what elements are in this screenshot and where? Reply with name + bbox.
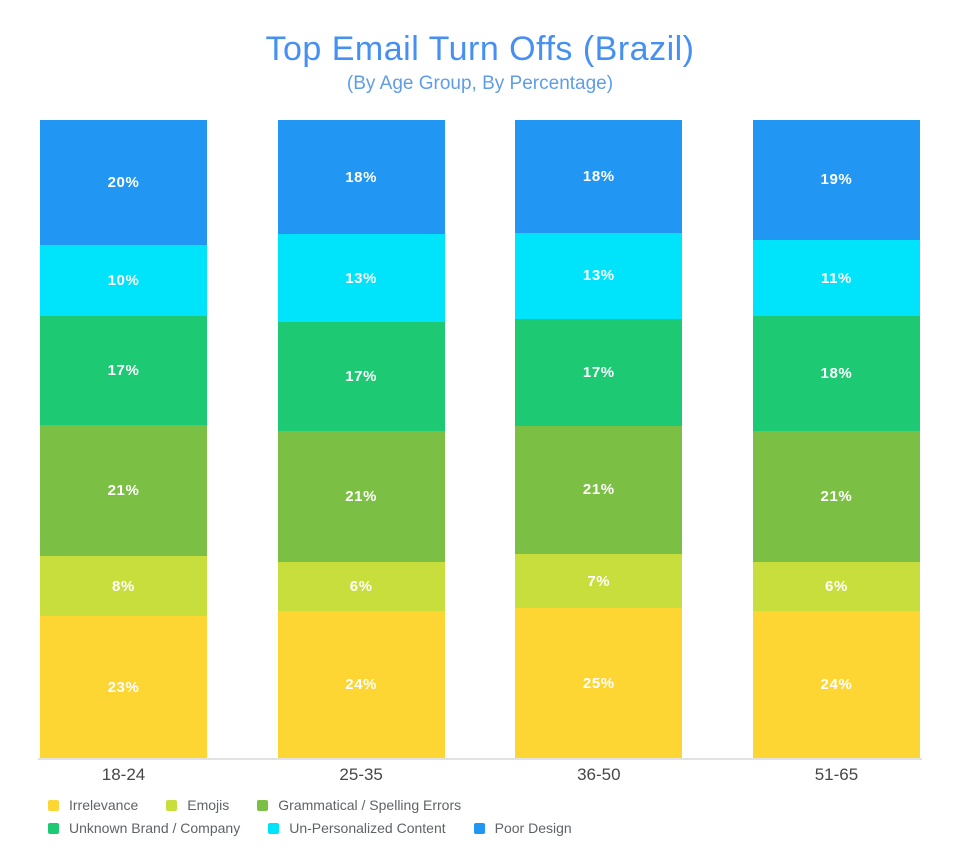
bar-segment-un-personalized-content: 10% bbox=[40, 245, 207, 317]
segment-value-label: 18% bbox=[582, 167, 615, 185]
segment-value-label: 25% bbox=[582, 674, 615, 692]
segment-value-label: 17% bbox=[107, 362, 140, 380]
bar-segment-poor-design: 18% bbox=[515, 120, 683, 233]
legend-label: Poor Design bbox=[494, 820, 572, 836]
legend-item-unknown-brand-company: Unknown Brand / Company bbox=[48, 820, 240, 836]
legend-item-irrelevance: Irrelevance bbox=[48, 797, 138, 813]
segment-value-label: 20% bbox=[107, 174, 140, 192]
bar-segment-irrelevance: 23% bbox=[40, 616, 207, 759]
segment-value-label: 17% bbox=[582, 363, 615, 381]
legend-swatch-icon bbox=[257, 799, 269, 811]
bar-segment-unknown-brand-company: 18% bbox=[752, 316, 920, 431]
legend-row: Irrelevance Emojis Grammatical / Spelling … bbox=[48, 797, 960, 813]
page-subtitle: (By Age Group, By Percentage) bbox=[346, 73, 614, 94]
bar-segment-emojis: 6% bbox=[277, 561, 445, 612]
bar-segment-unknown-brand-company: 17% bbox=[515, 318, 683, 426]
segment-value-label: 11% bbox=[820, 269, 852, 287]
x-axis-label-36-50: 36-50 bbox=[577, 765, 621, 784]
legend-label: Emojis bbox=[187, 797, 230, 813]
bar-segment-un-personalized-content: 13% bbox=[515, 232, 683, 319]
segment-value-label: 13% bbox=[582, 267, 615, 285]
bar-segment-irrelevance: 24% bbox=[277, 611, 445, 759]
legend-row: Unknown Brand / Company Un-Personalized C… bbox=[48, 820, 960, 836]
bars-row: 20% 10% 17% 21% 8% 23% 18% 13% 17% 21% 6% 24% 18% 13%… bbox=[0, 120, 960, 759]
stacked-bar-chart: 20% 10% 17% 21% 8% 23% 18% 13% 17% 21% 6% 24% 18% 13%… bbox=[0, 120, 960, 785]
legend: Irrelevance Emojis Grammatical / Spelling … bbox=[48, 797, 960, 836]
legend-label: Irrelevance bbox=[69, 797, 139, 813]
segment-value-label: 8% bbox=[112, 577, 135, 595]
bar-segment-emojis: 8% bbox=[40, 556, 207, 617]
legend-item-poor-design: Poor Design bbox=[473, 820, 572, 836]
legend-label: Grammatical / Spelling Errors bbox=[278, 797, 462, 813]
legend-swatch-icon bbox=[48, 799, 59, 811]
bar-segment-un-personalized-content: 13% bbox=[277, 234, 445, 322]
segment-value-label: 17% bbox=[345, 367, 378, 385]
x-axis-line bbox=[38, 758, 922, 760]
segment-value-label: 13% bbox=[345, 269, 378, 287]
segment-value-label: 18% bbox=[345, 168, 378, 186]
bar-group-25-35: 18% 13% 17% 21% 6% 24% bbox=[277, 120, 445, 759]
page-title: Top Email Turn Offs (Brazil) bbox=[265, 30, 695, 68]
bar-segment-unknown-brand-company: 17% bbox=[40, 316, 207, 426]
legend-item-grammatical-spelling-errors: Grammatical / Spelling Errors bbox=[257, 797, 461, 813]
bar-segment-irrelevance: 24% bbox=[752, 611, 920, 759]
segment-value-label: 21% bbox=[820, 487, 853, 505]
bar-segment-grammatical-spelling-errors: 21% bbox=[277, 430, 445, 562]
bar-segment-grammatical-spelling-errors: 21% bbox=[515, 425, 683, 555]
segment-value-label: 21% bbox=[345, 487, 378, 505]
x-axis-label-25-35: 25-35 bbox=[339, 765, 383, 784]
bar-segment-poor-design: 18% bbox=[277, 120, 445, 235]
legend-label: Un-Personalized Content bbox=[289, 820, 446, 836]
legend-item-emojis: Emojis bbox=[166, 797, 229, 813]
segment-value-label: 10% bbox=[107, 272, 140, 290]
segment-value-label: 6% bbox=[825, 577, 848, 595]
legend-item-un-personalized-content: Un-Personalized Content bbox=[268, 820, 446, 836]
segment-value-label: 19% bbox=[820, 171, 853, 189]
legend-swatch-icon bbox=[473, 822, 485, 834]
bar-segment-poor-design: 20% bbox=[40, 120, 207, 246]
bar-segment-un-personalized-content: 11% bbox=[752, 239, 920, 317]
bar-segment-grammatical-spelling-errors: 21% bbox=[40, 425, 207, 557]
segment-value-label: 21% bbox=[582, 481, 615, 499]
segment-value-label: 24% bbox=[820, 676, 853, 694]
segment-value-label: 7% bbox=[587, 572, 611, 590]
bar-group-18-24: 20% 10% 17% 21% 8% 23% bbox=[40, 120, 207, 759]
segment-value-label: 6% bbox=[349, 577, 373, 595]
legend-swatch-icon bbox=[48, 822, 59, 834]
segment-value-label: 21% bbox=[107, 482, 140, 500]
bar-segment-unknown-brand-company: 17% bbox=[277, 321, 445, 431]
legend-label: Unknown Brand / Company bbox=[69, 820, 241, 836]
x-axis-labels: 18-24 25-35 36-50 51-65 bbox=[0, 765, 960, 785]
bar-segment-emojis: 7% bbox=[515, 554, 683, 609]
bar-segment-grammatical-spelling-errors: 21% bbox=[752, 430, 920, 562]
segment-value-label: 18% bbox=[820, 365, 853, 383]
segment-value-label: 24% bbox=[345, 676, 378, 694]
legend-swatch-icon bbox=[166, 799, 178, 811]
bar-segment-emojis: 6% bbox=[752, 561, 920, 612]
x-axis-label-51-65: 51-65 bbox=[814, 765, 859, 784]
segment-value-label: 23% bbox=[107, 678, 140, 696]
bar-group-36-50: 18% 13% 17% 21% 7% 25% bbox=[515, 120, 683, 759]
x-axis-label-18-24: 18-24 bbox=[101, 765, 146, 784]
bar-segment-irrelevance: 25% bbox=[515, 608, 683, 759]
bar-segment-poor-design: 19% bbox=[752, 120, 920, 240]
legend-swatch-icon bbox=[268, 822, 280, 834]
bar-group-51-65: 19% 11% 18% 21% 6% 24% bbox=[752, 120, 920, 759]
